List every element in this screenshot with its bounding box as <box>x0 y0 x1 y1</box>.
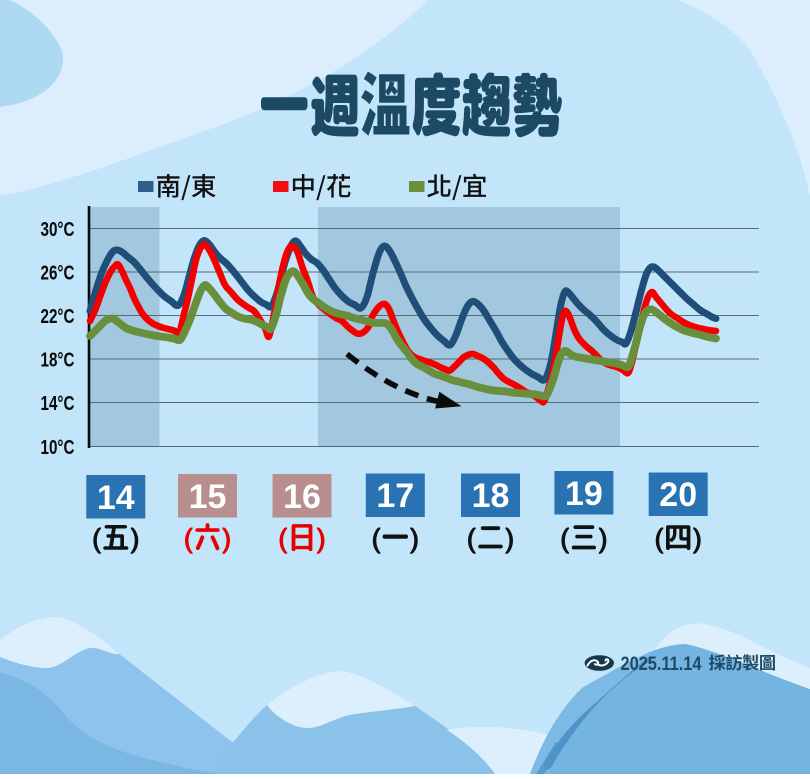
svg-text:15: 15 <box>189 478 227 516</box>
svg-text:10°C: 10°C <box>41 436 75 459</box>
svg-text:14°C: 14°C <box>41 392 75 415</box>
svg-text:16: 16 <box>283 478 321 516</box>
svg-text:17: 17 <box>376 477 414 515</box>
svg-text:14: 14 <box>97 479 135 517</box>
svg-text:26°C: 26°C <box>41 262 75 285</box>
svg-text:22°C: 22°C <box>41 305 75 328</box>
svg-text:18°C: 18°C <box>41 349 75 372</box>
svg-text:18: 18 <box>472 477 510 515</box>
svg-text:30°C: 30°C <box>41 218 75 241</box>
svg-text:20: 20 <box>659 476 697 514</box>
svg-text:19: 19 <box>565 475 603 513</box>
svg-text:2025.11.14: 2025.11.14 <box>621 653 702 675</box>
